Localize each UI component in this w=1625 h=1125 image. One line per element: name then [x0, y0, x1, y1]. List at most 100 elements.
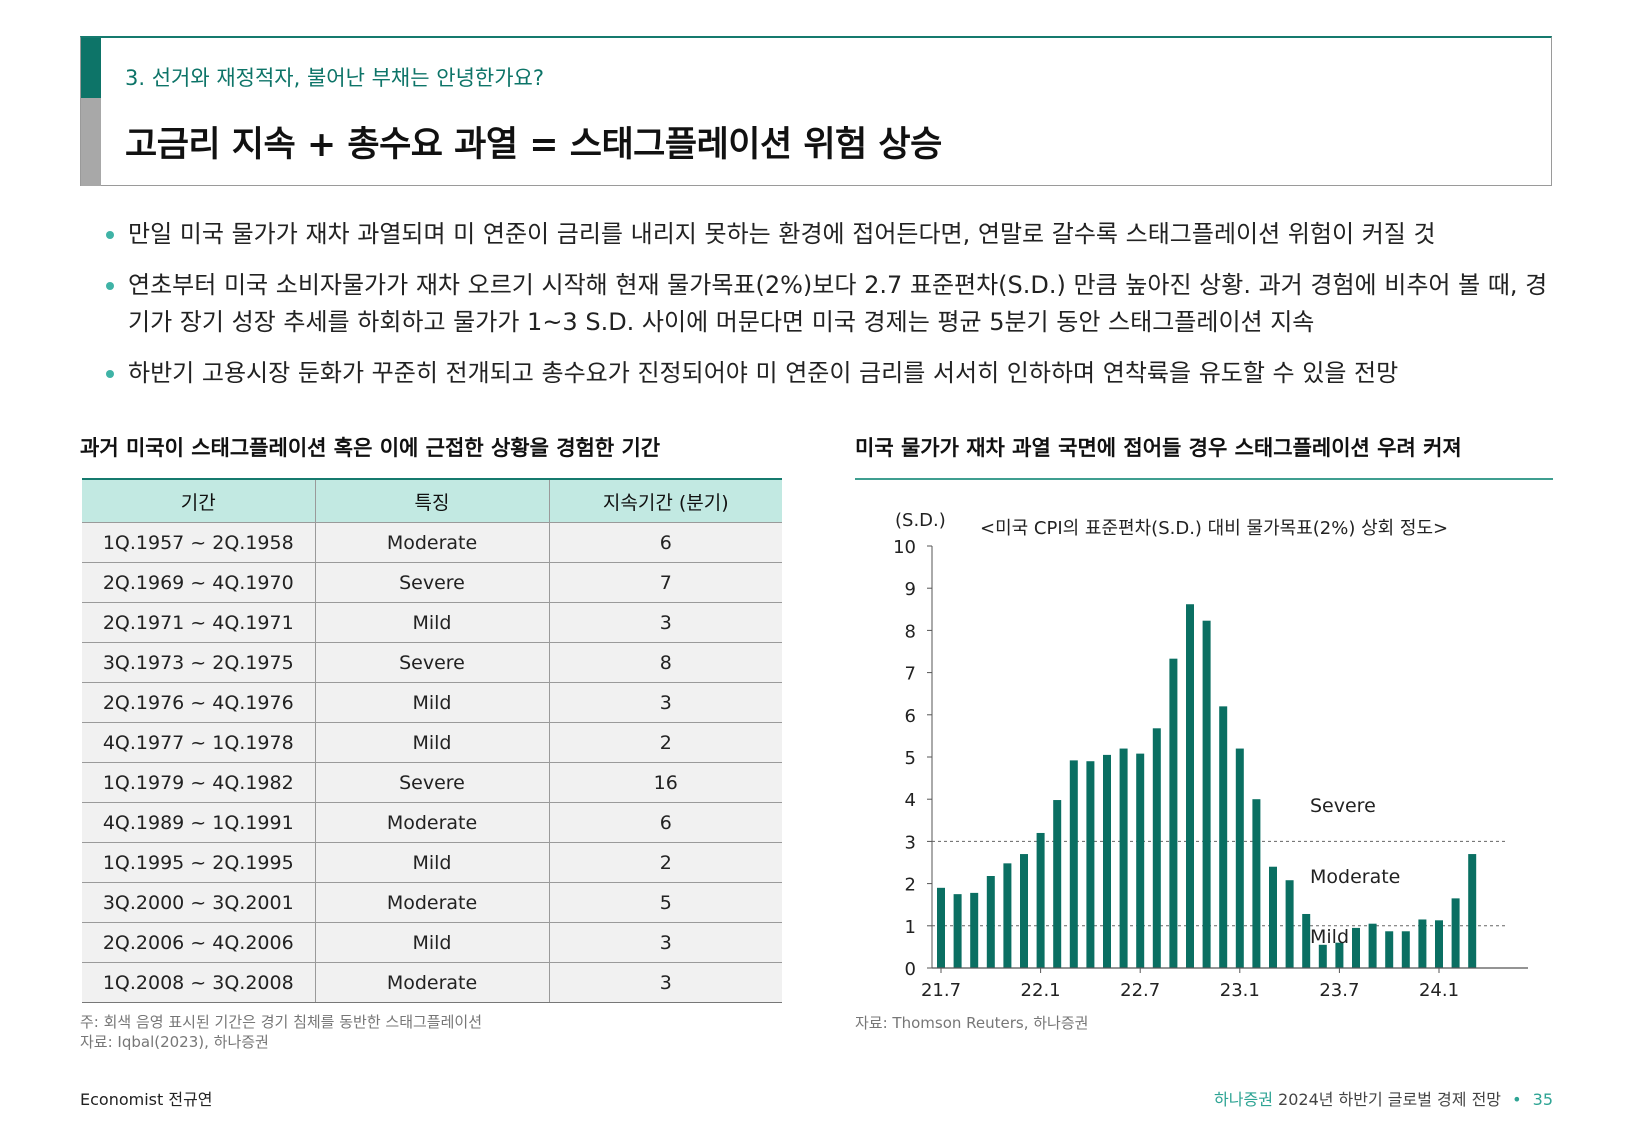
bar — [1401, 931, 1410, 968]
cell-type: Moderate — [315, 802, 550, 843]
chart-title-rule — [855, 478, 1553, 480]
cell-duration: 2 — [549, 842, 782, 883]
cell-duration: 16 — [549, 762, 782, 803]
table-row: 2Q.1976 ~ 4Q.1976 Mild 3 — [82, 682, 782, 723]
cell-period: 3Q.2000 ~ 3Q.2001 — [82, 882, 316, 923]
zone-label-moderate: Moderate — [1310, 866, 1400, 888]
bar — [1069, 760, 1078, 968]
y-tick-label: 10 — [893, 537, 916, 558]
cell-type: Mild — [315, 602, 550, 643]
cell-period: 4Q.1977 ~ 1Q.1978 — [82, 722, 316, 763]
x-tick-label: 22.7 — [1120, 980, 1160, 1001]
cell-duration: 6 — [549, 802, 782, 843]
cell-duration: 5 — [549, 882, 782, 923]
bar — [1435, 920, 1443, 968]
page-number: 35 — [1532, 1090, 1553, 1109]
bar — [1020, 854, 1028, 968]
cell-type: Moderate — [315, 522, 550, 563]
cell-duration: 8 — [549, 642, 782, 683]
y-tick-label: 1 — [905, 917, 916, 938]
x-tick-label: 23.1 — [1220, 980, 1260, 1001]
bar — [1235, 748, 1244, 968]
table-source: 자료: Iqbal(2023), 하나증권 — [80, 1033, 269, 1051]
y-tick-label: 0 — [905, 959, 916, 980]
chart-subtitle: <미국 CPI의 표준편차(S.D.) 대비 물가목표(2%) 상회 정도> — [980, 518, 1448, 539]
y-axis-unit: (S.D.) — [895, 510, 946, 531]
column-header-type: 특징 — [315, 478, 550, 523]
bar — [1003, 863, 1012, 968]
bullet-item: 만일 미국 물가가 재차 과열되며 미 연준이 금리를 내리지 못하는 환경에 … — [104, 216, 1554, 253]
cell-duration: 3 — [549, 602, 782, 643]
bar — [1269, 866, 1277, 968]
header-accent-bottom — [81, 98, 101, 186]
table-notes: 주: 회색 음영 표시된 기간은 경기 침체를 동반한 스태그플레이션 자료: … — [80, 1012, 482, 1052]
table-row: 1Q.2008 ~ 3Q.2008 Moderate 3 — [82, 962, 782, 1003]
cell-type: Moderate — [315, 962, 550, 1003]
table-row: 3Q.1973 ~ 2Q.1975 Severe 8 — [82, 642, 782, 683]
cell-duration: 3 — [549, 682, 782, 723]
cell-duration: 7 — [549, 562, 782, 603]
cell-type: Severe — [315, 562, 550, 603]
bar — [1202, 620, 1211, 968]
column-header-duration: 지속기간 (분기) — [549, 478, 782, 523]
bar — [1219, 706, 1228, 968]
table-row: 2Q.2006 ~ 4Q.2006 Mild 3 — [82, 922, 782, 963]
table-body: 1Q.1957 ~ 2Q.1958 Moderate 6 2Q.1969 ~ 4Q.1… — [82, 522, 782, 1003]
bar — [1136, 753, 1145, 968]
y-tick-label: 3 — [905, 832, 916, 853]
cell-duration: 3 — [549, 962, 782, 1003]
bar — [1335, 942, 1344, 968]
x-tick-label: 23.7 — [1319, 980, 1359, 1001]
bar — [1318, 944, 1327, 968]
y-tick-label: 2 — [905, 875, 916, 896]
cell-type: Mild — [315, 922, 550, 963]
cell-duration: 2 — [549, 722, 782, 763]
footer-separator: • — [1512, 1090, 1522, 1109]
bar — [953, 894, 962, 968]
y-tick-label: 4 — [905, 790, 916, 811]
bar — [1152, 728, 1161, 968]
bar — [1086, 761, 1095, 968]
bar — [1186, 604, 1194, 968]
cell-duration: 3 — [549, 922, 782, 963]
chart-source: 자료: Thomson Reuters, 하나증권 — [855, 1014, 1089, 1032]
cell-duration: 6 — [549, 522, 782, 563]
bar — [1451, 898, 1460, 968]
cell-period: 1Q.2008 ~ 3Q.2008 — [82, 962, 316, 1003]
bullet-item: 연초부터 미국 소비자물가가 재차 오르기 시작해 현재 물가목표(2%)보다 … — [104, 267, 1554, 341]
cell-period: 2Q.1976 ~ 4Q.1976 — [82, 682, 316, 723]
cell-period: 2Q.1971 ~ 4Q.1971 — [82, 602, 316, 643]
chart-title: 미국 물가가 재차 과열 국면에 접어들 경우 스태그플레이션 우려 커져 — [855, 436, 1462, 460]
bar — [937, 887, 945, 968]
cell-period: 2Q.1969 ~ 4Q.1970 — [82, 562, 316, 603]
bar — [1468, 854, 1477, 968]
bar — [1285, 880, 1294, 968]
cell-type: Mild — [315, 722, 550, 763]
bar — [1036, 832, 1045, 968]
bullet-item: 하반기 고용시장 둔화가 꾸준히 전개되고 총수요가 진정되어야 미 연준이 금… — [104, 355, 1554, 392]
footer-author: Economist 전규연 — [80, 1090, 213, 1109]
bar — [1385, 931, 1394, 968]
footer-report: 하나증권 2024년 하반기 글로벌 경제 전망 • 35 — [1214, 1086, 1553, 1110]
page-title: 고금리 지속 + 총수요 과열 = 스태그플레이션 위험 상승 — [125, 125, 942, 165]
cell-period: 2Q.2006 ~ 4Q.2006 — [82, 922, 316, 963]
table-note: 주: 회색 음영 표시된 기간은 경기 침체를 동반한 스태그플레이션 — [80, 1013, 483, 1031]
bullet-list: 만일 미국 물가가 재차 과열되며 미 연준이 금리를 내리지 못하는 환경에 … — [104, 216, 1554, 406]
zone-label-mild: Mild — [1310, 926, 1349, 948]
cell-type: Moderate — [315, 882, 550, 923]
cell-type: Mild — [315, 842, 550, 883]
cell-type: Severe — [315, 642, 550, 683]
table-row: 1Q.1957 ~ 2Q.1958 Moderate 6 — [82, 522, 782, 563]
y-tick-label: 5 — [905, 748, 916, 769]
cell-period: 1Q.1995 ~ 2Q.1995 — [82, 842, 316, 883]
cell-period: 1Q.1957 ~ 2Q.1958 — [82, 522, 316, 563]
bar — [1053, 800, 1062, 968]
table-row: 1Q.1995 ~ 2Q.1995 Mild 2 — [82, 842, 782, 883]
cell-type: Mild — [315, 682, 550, 723]
cell-period: 3Q.1973 ~ 2Q.1975 — [82, 642, 316, 683]
bar — [1352, 927, 1360, 968]
y-tick-label: 8 — [905, 621, 916, 642]
table-row: 1Q.1979 ~ 4Q.1982 Severe 16 — [82, 762, 782, 803]
table-row: 3Q.2000 ~ 3Q.2001 Moderate 5 — [82, 882, 782, 923]
